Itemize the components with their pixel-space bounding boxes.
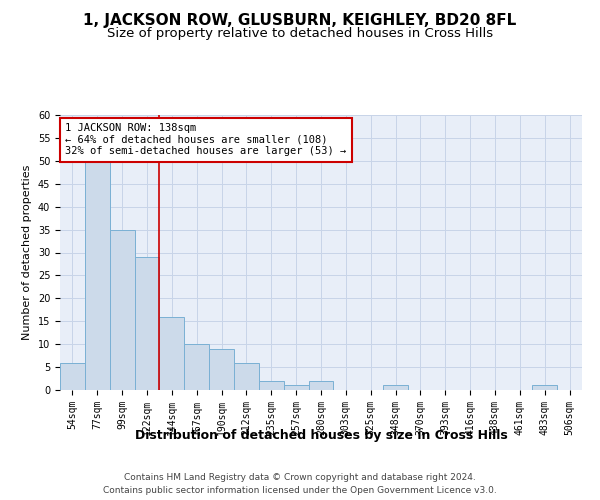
- Bar: [209, 349, 234, 390]
- Bar: [85, 161, 110, 390]
- Text: Size of property relative to detached houses in Cross Hills: Size of property relative to detached ho…: [107, 28, 493, 40]
- Bar: [259, 381, 284, 390]
- Text: Contains HM Land Registry data © Crown copyright and database right 2024.
Contai: Contains HM Land Registry data © Crown c…: [103, 474, 497, 495]
- Bar: [234, 362, 259, 390]
- Text: 1 JACKSON ROW: 138sqm
← 64% of detached houses are smaller (108)
32% of semi-det: 1 JACKSON ROW: 138sqm ← 64% of detached …: [65, 123, 346, 156]
- Bar: [532, 386, 557, 390]
- Bar: [184, 344, 209, 390]
- Bar: [110, 230, 134, 390]
- Bar: [60, 362, 85, 390]
- Text: Distribution of detached houses by size in Cross Hills: Distribution of detached houses by size …: [134, 428, 508, 442]
- Y-axis label: Number of detached properties: Number of detached properties: [22, 165, 32, 340]
- Bar: [284, 386, 308, 390]
- Bar: [160, 316, 184, 390]
- Bar: [308, 381, 334, 390]
- Bar: [383, 386, 408, 390]
- Bar: [134, 257, 160, 390]
- Text: 1, JACKSON ROW, GLUSBURN, KEIGHLEY, BD20 8FL: 1, JACKSON ROW, GLUSBURN, KEIGHLEY, BD20…: [83, 12, 517, 28]
